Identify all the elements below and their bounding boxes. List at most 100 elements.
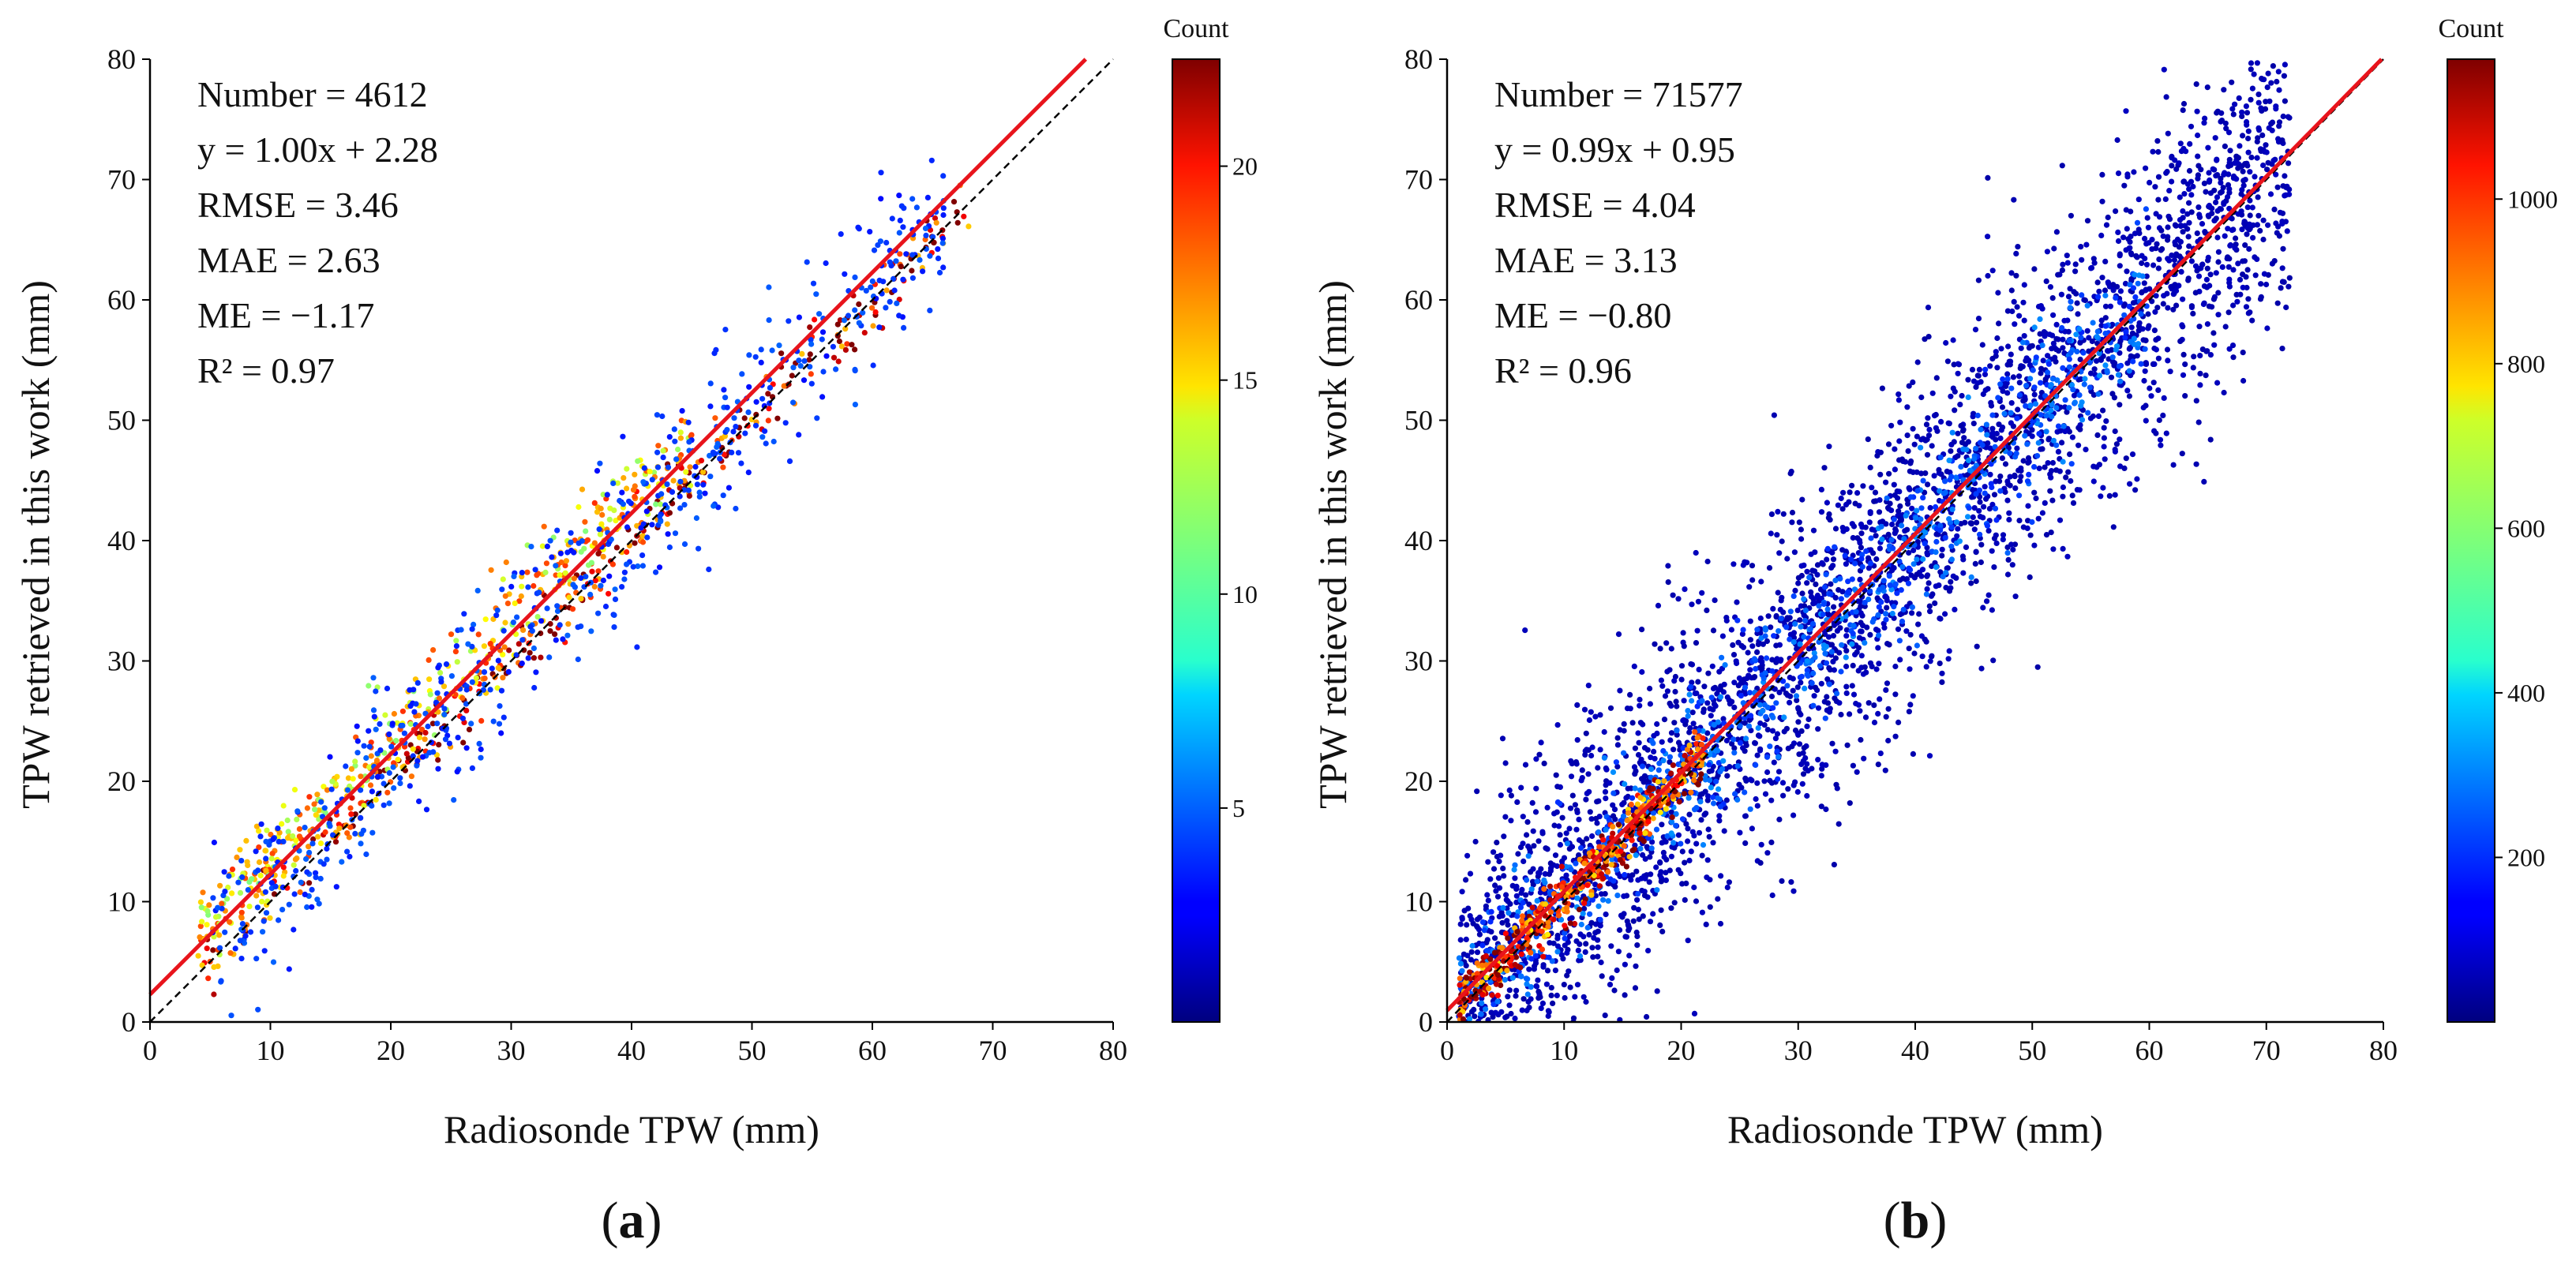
scatter-point [1843, 690, 1850, 697]
scatter-point [1790, 676, 1796, 682]
scatter-point [1719, 633, 1726, 639]
scatter-point [621, 475, 627, 481]
scatter-point [1567, 805, 1574, 811]
scatter-point [1989, 434, 1996, 440]
scatter-point [416, 734, 423, 741]
scatter-point [823, 260, 829, 267]
scatter-point [352, 758, 358, 765]
scatter-point [2098, 317, 2105, 324]
scatter-point [600, 553, 606, 560]
scatter-point [2103, 418, 2109, 425]
scatter-point [1716, 818, 1723, 824]
scatter-point [2053, 346, 2060, 353]
scatter-point [1474, 788, 1480, 795]
scatter-point [434, 690, 441, 696]
scatter-point [681, 541, 688, 548]
scatter-point [1974, 519, 1980, 526]
scatter-point [2114, 137, 2120, 144]
scatter-point [1808, 589, 1814, 596]
scatter-point [1563, 830, 1569, 837]
scatter-point [2273, 171, 2279, 178]
scatter-point [1650, 911, 1656, 917]
scatter-point [1988, 481, 1994, 487]
scatter-point [286, 966, 292, 972]
scatter-point [1704, 700, 1711, 706]
scatter-point [2238, 191, 2244, 197]
scatter-point [883, 239, 890, 246]
scatter-point [687, 464, 693, 470]
scatter-point [869, 305, 876, 311]
scatter-point [1843, 501, 1850, 508]
scatter-point [2149, 237, 2155, 243]
scatter-point [2222, 143, 2228, 149]
scatter-point [1525, 998, 1532, 1005]
scatter-point [327, 823, 333, 829]
scatter-point [2176, 160, 2182, 167]
scatter-point [494, 607, 501, 613]
scatter-point [2155, 265, 2162, 271]
scatter-point [2236, 95, 2242, 101]
scatter-point [1699, 909, 1705, 915]
scatter-point [1787, 636, 1793, 642]
scatter-point [2165, 357, 2171, 364]
scatter-point [1579, 839, 1585, 845]
scatter-point [562, 563, 568, 569]
scatter-point [2049, 332, 2056, 339]
scatter-point [2022, 432, 2028, 439]
scatter-point [1739, 631, 1745, 638]
scatter-point [1776, 816, 1783, 822]
scatter-point [2107, 303, 2113, 309]
scatter-point [2026, 430, 2032, 436]
scatter-point [490, 616, 497, 623]
scatter-point [1675, 832, 1682, 838]
scatter-point [2035, 515, 2042, 522]
scatter-point [237, 847, 243, 853]
scatter-point [255, 1006, 261, 1013]
scatter-point [2185, 275, 2192, 282]
scatter-point [2165, 305, 2171, 311]
scatter-point [1642, 855, 1648, 862]
scatter-point [2060, 545, 2066, 552]
scatter-point [769, 347, 775, 354]
scatter-point [2036, 431, 2042, 437]
scatter-point [2207, 177, 2213, 183]
scatter-point [401, 743, 408, 750]
scatter-point [2068, 461, 2075, 467]
scatter-point [1994, 365, 2000, 371]
scatter-point [765, 391, 771, 397]
scatter-point [1574, 982, 1581, 988]
scatter-point [1996, 320, 2002, 327]
scatter-point [1757, 615, 1764, 622]
scatter-point [758, 359, 764, 365]
scatter-point [630, 487, 637, 493]
scatter-point [2105, 279, 2111, 286]
scatter-point [1931, 485, 1937, 492]
scatter-point [1775, 508, 1781, 515]
scatter-point [2008, 400, 2015, 406]
scatter-point [2232, 101, 2238, 107]
scatter-point [1794, 684, 1801, 691]
scatter-point [1742, 748, 1748, 754]
scatter-point [620, 501, 627, 507]
scatter-point [1773, 612, 1779, 620]
scatter-point [1877, 449, 1884, 455]
scatter-point [1615, 949, 1622, 955]
scatter-point [1858, 653, 1865, 659]
scatter-point [920, 268, 926, 275]
scatter-point [2214, 110, 2220, 116]
scatter-point [2268, 80, 2274, 86]
scatter-point [1789, 519, 1795, 526]
scatter-point [1740, 644, 1747, 650]
scatter-point [624, 524, 631, 530]
scatter-point [2049, 295, 2056, 301]
scatter-point [1624, 706, 1631, 712]
scatter-point [2238, 208, 2244, 215]
scatter-point [1556, 823, 1562, 829]
scatter-point [871, 247, 878, 253]
scatter-point [495, 657, 501, 664]
scatter-point [275, 825, 281, 832]
scatter-point [807, 324, 813, 331]
scatter-point [1642, 875, 1648, 882]
scatter-point [435, 766, 441, 772]
scatter-point [666, 434, 673, 440]
